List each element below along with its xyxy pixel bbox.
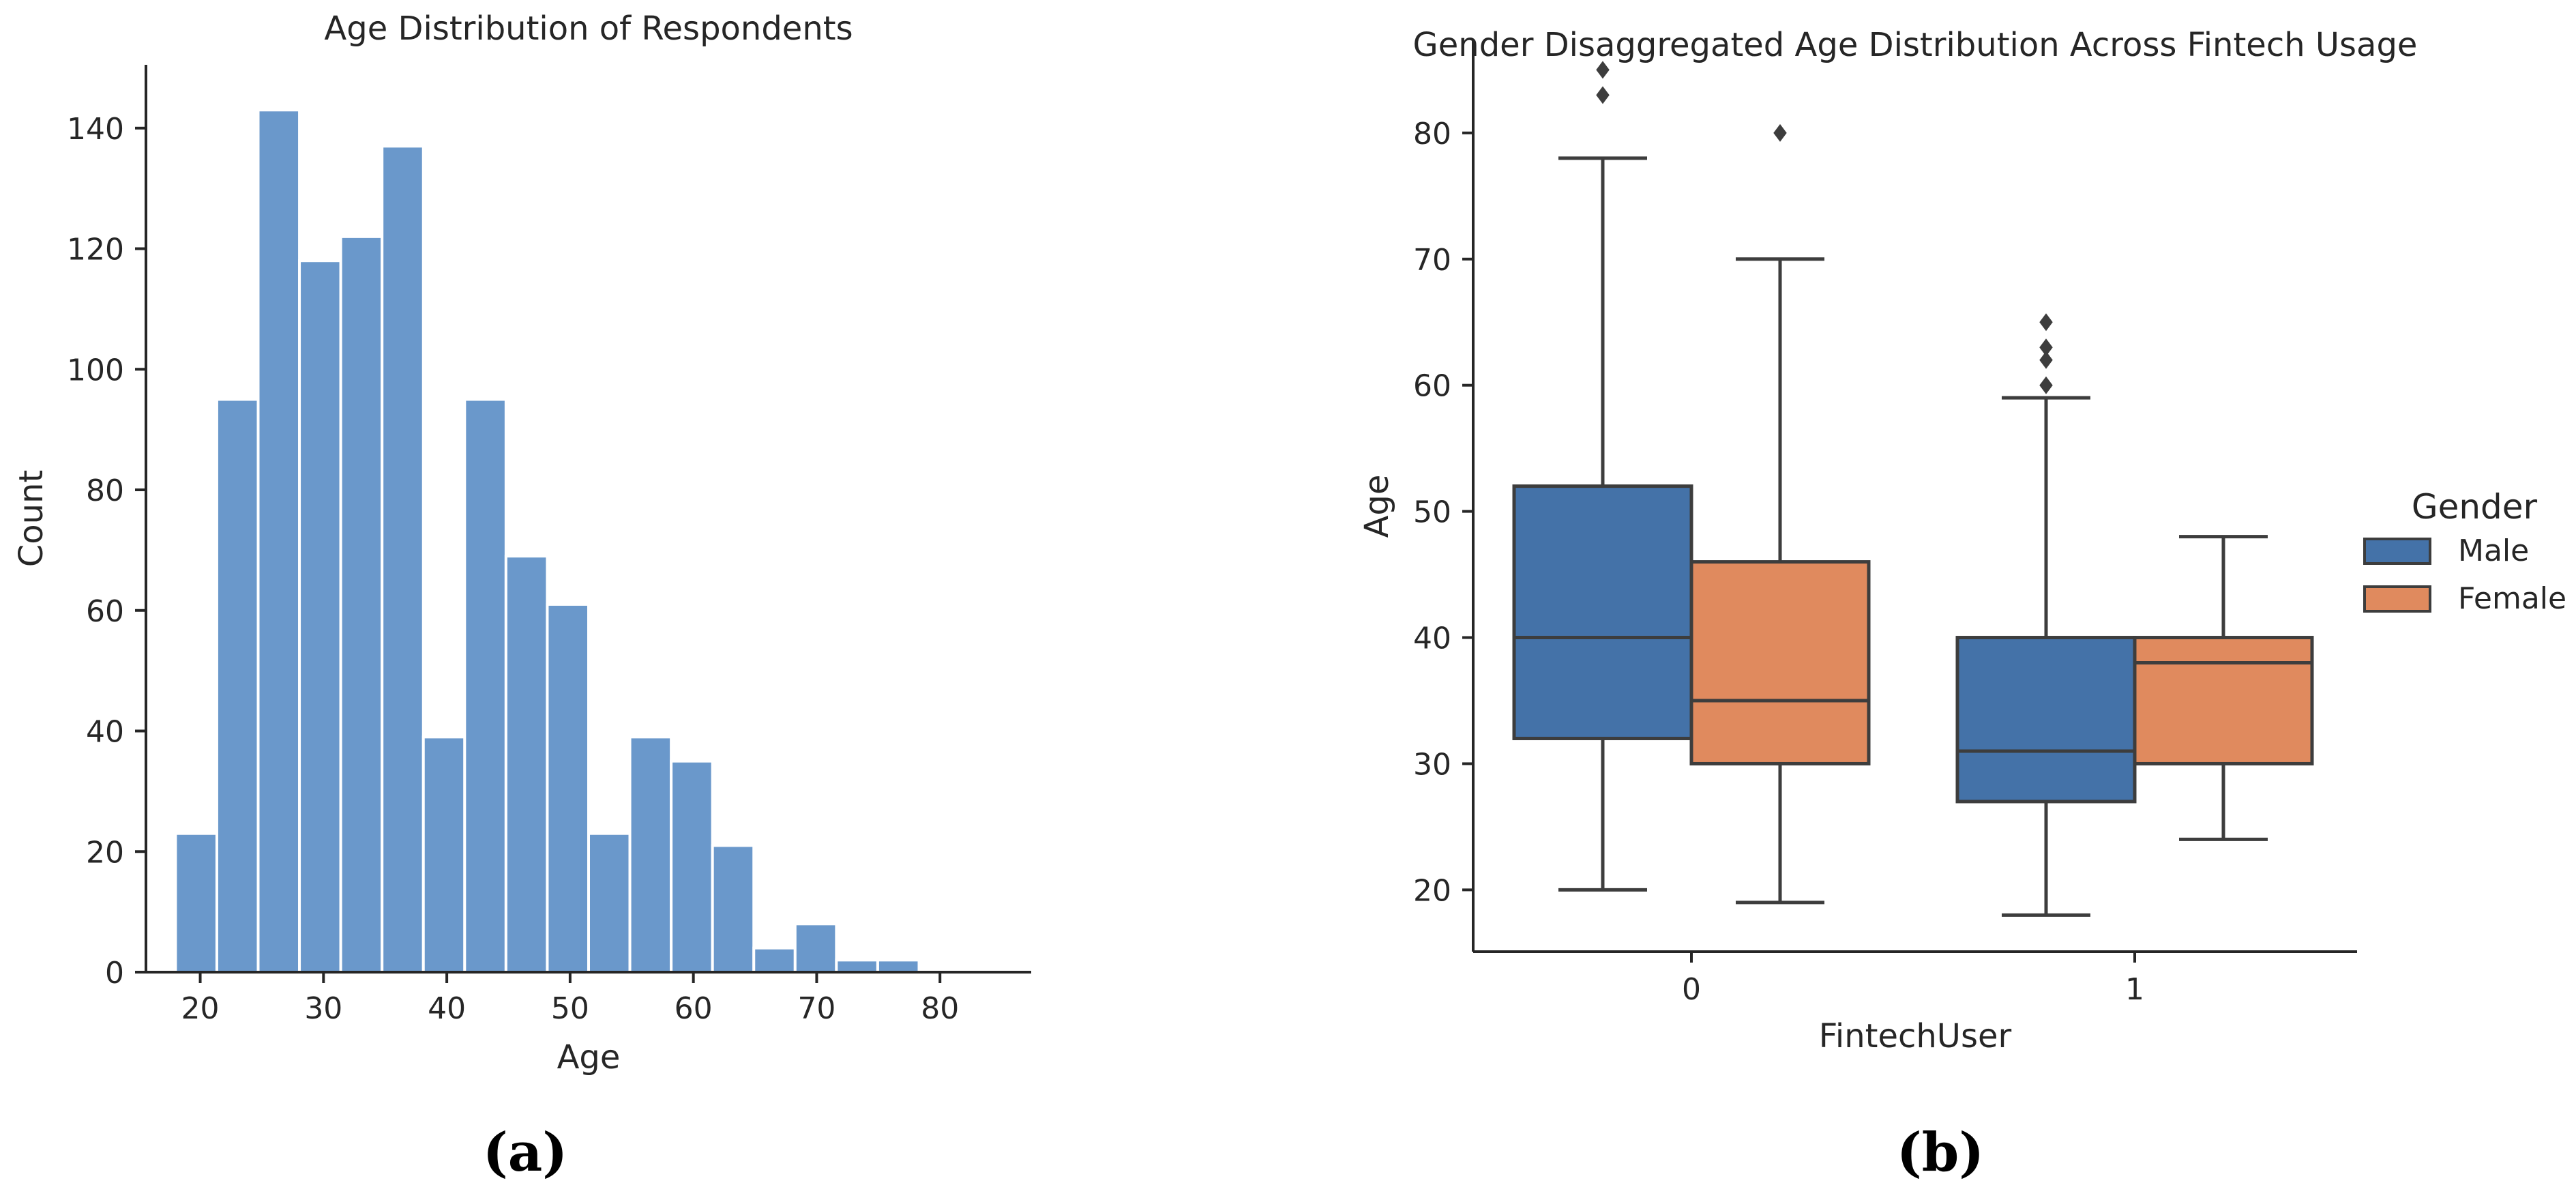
- legend: Gender Male Female: [2363, 487, 2566, 616]
- box-male: [1512, 484, 1693, 740]
- histogram-x-tick-label: 70: [797, 991, 835, 1026]
- boxplot-y-tick-label: 60: [1413, 369, 1451, 404]
- histogram-bar: [670, 759, 714, 974]
- boxplot-title: Gender Disaggregated Age Distribution Ac…: [1413, 26, 2418, 64]
- histogram-bar: [793, 922, 838, 974]
- box-outlier: [2039, 351, 2053, 369]
- histogram-bar: [835, 958, 879, 974]
- histogram-y-tick-label: 80: [86, 473, 124, 508]
- histogram-bar: [587, 832, 632, 974]
- histogram-y-tick-label: 0: [105, 956, 124, 991]
- boxplot-x-label: FintechUser: [1819, 1017, 2012, 1055]
- histogram-x-tick-label: 80: [921, 991, 959, 1026]
- histogram-bar: [256, 108, 301, 974]
- legend-label-female: Female: [2458, 581, 2566, 616]
- histogram-x-tick-label: 20: [181, 991, 220, 1026]
- histogram-bar: [421, 735, 467, 974]
- legend-label-male: Male: [2458, 533, 2529, 568]
- box-outlier: [2039, 376, 2053, 394]
- histogram-x-tick-label: 60: [675, 991, 713, 1026]
- boxplot-x-tick-label: 1: [2125, 972, 2144, 1007]
- box-outlier: [2039, 338, 2053, 357]
- histogram-bar: [381, 145, 425, 974]
- caption-a: (a): [483, 1122, 567, 1184]
- histogram-panel: 0 20 40 60 80 100 120 140 20 30 40 50 60 70 80 Age Di…: [12, 10, 1031, 1184]
- histogram-y-tick-label: 140: [67, 112, 124, 147]
- histogram-x-tick-label: 40: [428, 991, 466, 1026]
- histogram-bar: [752, 946, 797, 974]
- box-outlier: [1596, 61, 1610, 79]
- boxplot-y-ticks: 20 30 40 50 60 70 80: [1413, 117, 1473, 908]
- histogram-bar: [546, 602, 591, 974]
- histogram-y-tick-label: 60: [86, 594, 124, 629]
- histogram-y-ticks: 0 20 40 60 80 100 120 140: [67, 112, 146, 991]
- histogram-y-tick-label: 20: [86, 835, 124, 870]
- boxplot-y-tick-label: 80: [1413, 117, 1451, 151]
- boxplot-y-tick-label: 30: [1413, 747, 1451, 782]
- box-outlier: [1596, 86, 1610, 104]
- boxplot-boxes: [1512, 61, 2314, 917]
- histogram-bars: [174, 108, 921, 974]
- box-outlier: [1773, 123, 1787, 142]
- histogram-y-tick-label: 120: [67, 233, 124, 267]
- histogram-y-label: Count: [12, 470, 50, 568]
- histogram-bar: [339, 235, 384, 974]
- histogram-bar: [711, 844, 756, 974]
- histogram-y-tick-label: 100: [67, 353, 124, 387]
- histogram-x-ticks: 20 30 40 50 60 70 80: [181, 972, 959, 1026]
- histogram-bar: [876, 958, 921, 974]
- histogram-title: Age Distribution of Respondents: [324, 10, 853, 48]
- box-female: [2133, 636, 2314, 765]
- histogram-y-tick-label: 40: [86, 715, 124, 750]
- histogram-bar: [215, 398, 260, 974]
- histogram-bar: [463, 398, 507, 974]
- boxplot-y-tick-label: 40: [1413, 621, 1451, 656]
- boxplot-y-label: Age: [1358, 475, 1396, 538]
- histogram-x-label: Age: [557, 1038, 621, 1077]
- legend-title: Gender: [2412, 487, 2538, 527]
- box-female: [1689, 560, 1871, 765]
- box-outlier: [2039, 313, 2053, 332]
- boxplot-y-tick-label: 20: [1413, 873, 1451, 908]
- caption-b: (b): [1897, 1122, 1984, 1184]
- histogram-bar: [298, 259, 342, 974]
- boxplot-y-tick-label: 70: [1413, 243, 1451, 278]
- histogram-x-tick-label: 50: [551, 991, 589, 1026]
- histogram-bar: [174, 832, 218, 974]
- histogram-bar: [628, 735, 673, 974]
- legend-swatch-female: [2363, 585, 2431, 613]
- histogram-bar: [504, 555, 549, 974]
- boxplot-x-tick-label: 0: [1682, 972, 1701, 1007]
- boxplot-y-tick-label: 50: [1413, 495, 1451, 530]
- legend-swatch-male: [2363, 538, 2431, 565]
- histogram-x-tick-label: 30: [304, 991, 342, 1026]
- box-male: [1955, 636, 2137, 804]
